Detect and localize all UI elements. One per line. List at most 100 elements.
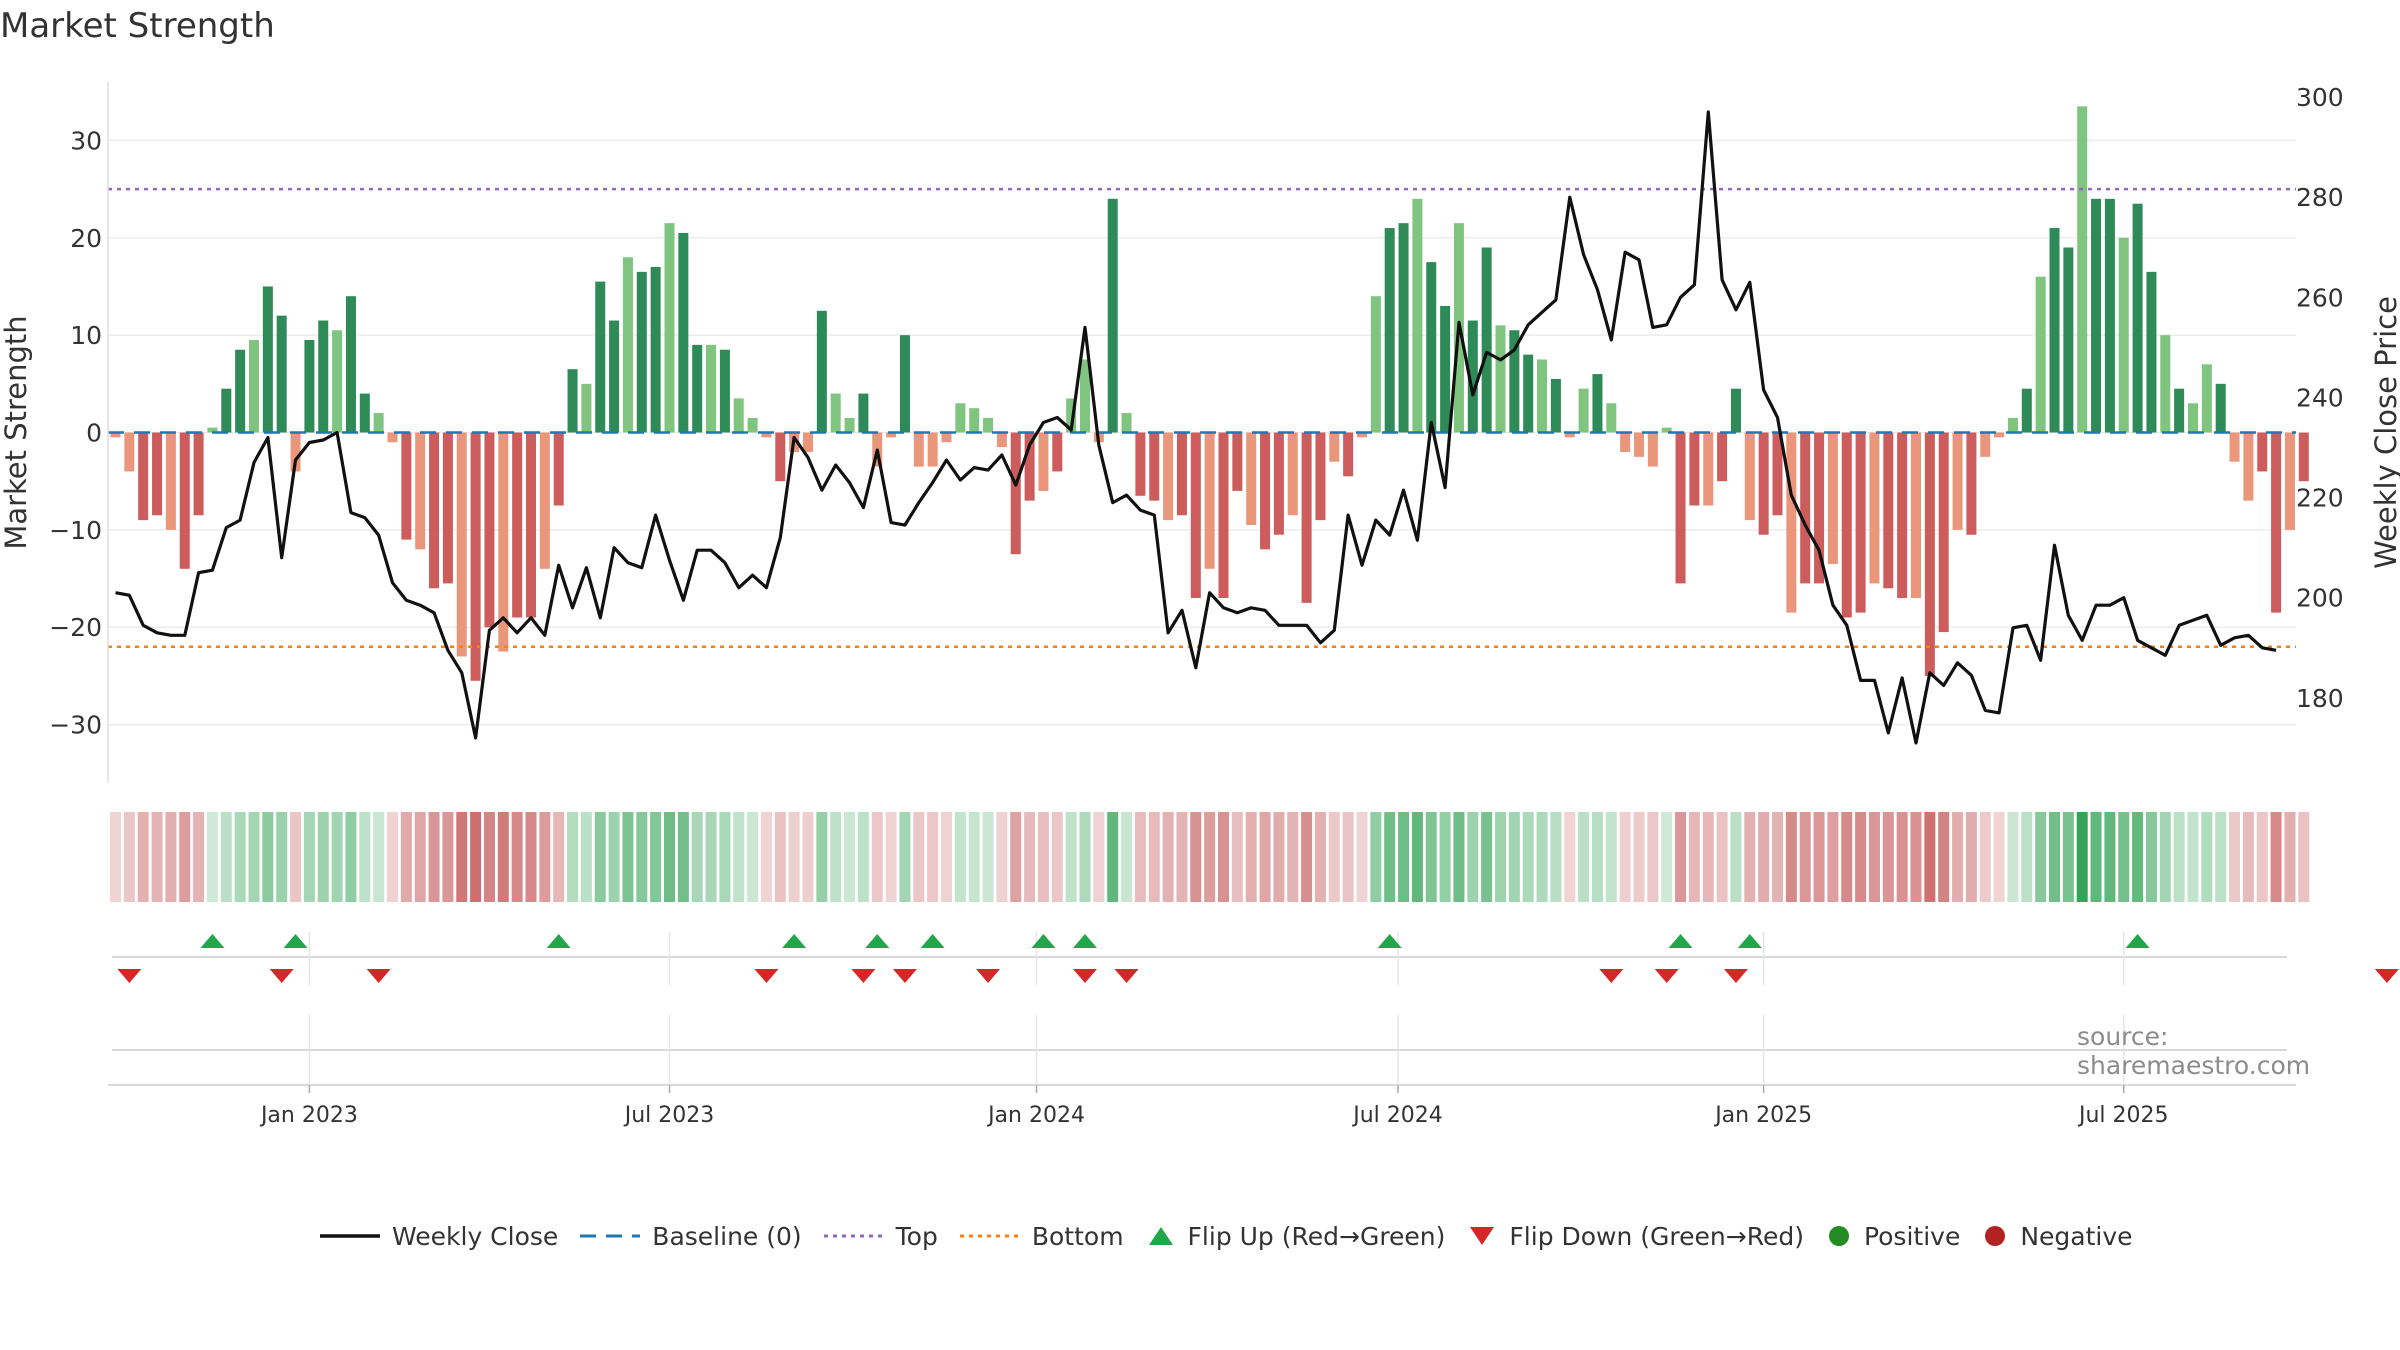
heat-strip-cell xyxy=(497,812,509,902)
strength-bar xyxy=(235,349,246,433)
strength-bar xyxy=(1883,432,1894,589)
y-axis-title: Market Strength xyxy=(0,315,33,549)
strength-bar xyxy=(1938,432,1949,633)
heat-strip-cell xyxy=(1231,812,1243,902)
heat-strip-cell xyxy=(1508,812,1520,902)
heat-strip-cell xyxy=(1744,812,1756,902)
strength-bar xyxy=(733,398,744,433)
strength-bar xyxy=(262,286,273,433)
strength-bar xyxy=(249,340,259,433)
flip-down-marker xyxy=(892,969,917,983)
y-tick-label: −10 xyxy=(49,516,102,545)
flip-down-marker xyxy=(269,969,294,983)
y-tick-label: −20 xyxy=(49,613,102,642)
heat-strip-cell xyxy=(1259,812,1271,902)
heat-strip-cell xyxy=(2242,812,2254,902)
heat-strip-cell xyxy=(1190,812,1202,902)
heat-strip-cell xyxy=(1411,812,1423,902)
heat-strip-cell xyxy=(1730,812,1742,902)
heat-strip-cell xyxy=(927,812,939,902)
x-axis: Jan 2023 Jul 2023 Jan 2024 Jul 2024 Jan 2025… xyxy=(259,1085,2169,1128)
strength-bar xyxy=(1606,403,1617,433)
heat-strip-cell xyxy=(2187,812,2199,902)
heat-strip-cell xyxy=(1993,812,2005,902)
flip-down-marker xyxy=(976,969,1001,983)
heat-strip-cell xyxy=(1273,812,1285,902)
strength-bar xyxy=(1980,432,1991,457)
strength-bar xyxy=(941,432,952,443)
legend-line-bottom-icon xyxy=(959,1234,1020,1238)
legend-item-baseline: Baseline (0) xyxy=(580,1222,802,1251)
heat-strip-cell xyxy=(2062,812,2074,902)
strength-bar xyxy=(1966,432,1977,535)
heat-strip-cell xyxy=(1772,812,1783,902)
strength-bar xyxy=(1315,432,1326,521)
heat-strip-cell xyxy=(968,812,980,902)
heat-strip-cell xyxy=(123,812,135,902)
heat-strip-cell xyxy=(290,812,302,902)
strength-bar xyxy=(2091,198,2102,433)
strength-bar xyxy=(816,310,827,433)
strength-bar xyxy=(913,432,924,467)
legend-item-flip-down: Flip Down (Green→Red) xyxy=(1467,1222,1804,1251)
heat-strip-cell xyxy=(1245,812,1257,902)
flip-up-marker xyxy=(1031,934,1056,948)
strength-bar xyxy=(1232,432,1243,491)
heat-strip-cell xyxy=(857,812,869,902)
heat-strip-cell xyxy=(1314,812,1326,902)
strength-bar xyxy=(622,257,633,433)
strength-bar xyxy=(927,432,938,467)
heat-strip-cell xyxy=(2132,812,2144,902)
heat-strip-cell xyxy=(317,812,329,902)
heat-strip-cell xyxy=(1799,812,1811,902)
heat-strip-cell xyxy=(2090,812,2102,902)
strength-bar xyxy=(553,432,564,506)
heat-strip-cell xyxy=(1827,812,1839,902)
heat-strip-cell xyxy=(1495,812,1506,902)
strength-bar xyxy=(1897,432,1908,599)
heat-strip-cell xyxy=(788,812,800,902)
legend-triangle-up-icon xyxy=(1148,1227,1173,1245)
y-tick-label: 30 xyxy=(70,126,102,155)
strength-bar xyxy=(844,417,855,433)
source-label: source: sharemaestro.com xyxy=(2077,1022,2311,1080)
heat-strip-cell xyxy=(1938,812,1950,902)
flip-markers-panel xyxy=(108,932,2399,1086)
heat-strip-cell xyxy=(871,812,883,902)
heat-strip-cell xyxy=(1910,812,1922,902)
strength-bar xyxy=(276,315,287,433)
strength-bar xyxy=(830,393,841,433)
legend-line-top-icon xyxy=(823,1234,884,1238)
strength-bar xyxy=(609,320,620,433)
legend-label: Weekly Close xyxy=(392,1221,559,1251)
strength-bar xyxy=(373,413,384,433)
strength-bar xyxy=(2146,271,2157,433)
strength-bar xyxy=(2077,106,2088,433)
heat-strip-cell xyxy=(1924,812,1936,902)
chart-title: Market Strength xyxy=(0,6,275,46)
heat-strip-cell xyxy=(899,812,911,902)
heat-strip-cell xyxy=(1148,812,1160,902)
heat-strip-cell xyxy=(1785,812,1797,902)
x-tick-label: Jan 2023 xyxy=(259,1103,358,1128)
heat-strip-cell xyxy=(1342,812,1354,902)
heat-strip-cell xyxy=(442,812,454,902)
strength-bar xyxy=(719,349,730,433)
strength-bar xyxy=(1800,432,1811,584)
strength-bar xyxy=(1010,432,1021,555)
legend-label: Top xyxy=(895,1221,938,1251)
heat-strip-cell xyxy=(1481,812,1493,902)
strength-bar xyxy=(1578,388,1589,433)
legend-item-weekly-close: Weekly Close xyxy=(320,1222,558,1251)
flip-up-marker xyxy=(1737,934,1762,948)
heat-strip-cell xyxy=(1287,812,1299,902)
heat-strip-cell xyxy=(1356,812,1368,902)
heat-strip-cell xyxy=(1079,812,1091,902)
heat-strip-cell xyxy=(359,812,371,902)
heat-strip-cell xyxy=(179,812,191,902)
heat-strip-cell xyxy=(719,812,731,902)
strength-bar xyxy=(567,369,578,433)
strength-bar xyxy=(332,330,343,433)
heat-strip-cell xyxy=(1425,812,1437,902)
